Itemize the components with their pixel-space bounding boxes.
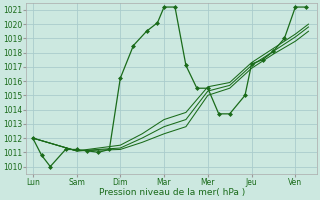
X-axis label: Pression niveau de la mer( hPa ): Pression niveau de la mer( hPa ) [99,188,245,197]
